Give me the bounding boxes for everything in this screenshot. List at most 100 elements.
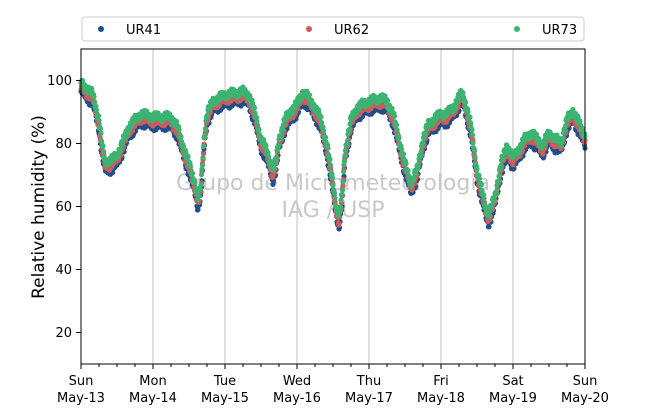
data-point	[342, 147, 349, 153]
data-point	[322, 134, 329, 140]
data-point	[280, 122, 287, 128]
data-point	[405, 168, 411, 174]
data-point	[253, 114, 260, 120]
data-point	[327, 162, 334, 168]
data-point	[98, 130, 104, 136]
data-point	[481, 195, 487, 201]
data-point	[408, 183, 415, 189]
data-point	[411, 175, 417, 181]
data-point	[483, 204, 489, 210]
data-point	[100, 143, 106, 149]
data-point	[178, 134, 184, 140]
data-point	[417, 153, 424, 159]
y-tick-label: 20	[55, 326, 72, 341]
data-point	[396, 135, 402, 141]
data-point	[403, 161, 409, 167]
legend: UR41 UR62 UR73	[81, 16, 585, 42]
x-tick-label-day: Mon	[139, 374, 166, 389]
data-point	[474, 166, 480, 172]
x-tick-label-day: Sat	[502, 374, 523, 389]
data-point	[91, 94, 97, 100]
data-point	[331, 190, 338, 196]
data-point	[195, 206, 201, 213]
data-point	[254, 118, 260, 124]
data-point	[480, 192, 487, 198]
data-point	[336, 222, 342, 228]
data-point	[469, 132, 476, 138]
data-point	[341, 158, 348, 165]
data-point	[189, 170, 196, 177]
x-tick-label-day: Sun	[573, 374, 598, 389]
y-axis-label: Relative humidity (%)	[29, 115, 49, 299]
data-point	[95, 113, 102, 119]
data-point	[462, 99, 469, 106]
x-tick-label-date: May-18	[417, 391, 465, 406]
data-point	[562, 127, 568, 133]
data-point	[263, 143, 269, 149]
data-point	[271, 165, 277, 171]
data-point	[476, 176, 483, 182]
data-point	[202, 132, 208, 138]
data-point	[465, 109, 471, 115]
data-point	[117, 146, 124, 152]
data-point	[340, 169, 347, 175]
data-point	[469, 127, 475, 133]
y-tick-label: 60	[55, 200, 72, 215]
data-point	[280, 126, 286, 132]
data-point	[496, 173, 502, 179]
data-point	[339, 191, 345, 197]
x-tick-label-date: May-13	[57, 391, 105, 406]
data-point	[332, 195, 338, 201]
data-point	[199, 162, 206, 168]
series-UR73	[78, 77, 588, 219]
data-point	[391, 113, 398, 119]
legend-marker	[306, 26, 312, 32]
data-point	[518, 144, 525, 150]
data-point	[471, 148, 478, 154]
data-point	[467, 114, 473, 120]
data-point	[273, 159, 279, 165]
data-point	[96, 117, 102, 123]
data-point	[273, 154, 280, 160]
data-point	[422, 130, 429, 136]
data-point	[199, 166, 205, 172]
legend-marker	[98, 26, 104, 32]
data-point	[192, 179, 198, 186]
data-point	[320, 128, 327, 134]
data-point	[200, 154, 206, 161]
data-point	[420, 140, 426, 146]
data-point	[98, 138, 105, 144]
data-point	[203, 118, 209, 124]
data-point	[345, 131, 351, 137]
data-point	[486, 224, 492, 230]
x-tick-label-day: Thu	[356, 374, 381, 389]
data-point	[415, 161, 422, 167]
data-point	[100, 148, 107, 154]
data-point	[252, 110, 258, 116]
data-point	[540, 151, 546, 157]
data-point	[489, 202, 495, 208]
data-point	[327, 156, 333, 162]
data-point	[180, 143, 187, 149]
data-point	[533, 131, 540, 137]
data-point	[325, 145, 331, 151]
data-point	[398, 146, 405, 152]
data-point	[460, 90, 466, 96]
legend-marker	[514, 26, 520, 32]
data-point	[486, 212, 493, 218]
legend-label: UR73	[542, 23, 577, 38]
data-point	[498, 162, 504, 169]
x-tick-label-date: May-19	[489, 391, 537, 406]
data-point	[93, 107, 100, 113]
x-tick-label-date: May-14	[129, 391, 177, 406]
x-tick-label-day: Tue	[213, 374, 236, 389]
data-point	[562, 123, 569, 129]
x-tick-label-date: May-15	[201, 391, 249, 406]
data-point	[330, 182, 336, 188]
data-point	[393, 122, 400, 128]
data-point	[176, 126, 182, 133]
data-point	[493, 188, 500, 194]
x-tick-label-day: Sun	[69, 374, 94, 389]
legend-label: UR62	[334, 23, 369, 38]
data-point	[339, 187, 346, 193]
